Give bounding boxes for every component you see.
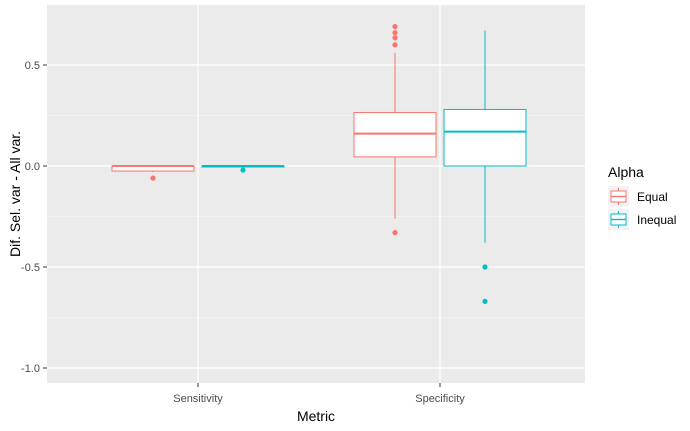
y-tick-label: -0.5 [21,262,40,274]
outlier-point [482,298,488,304]
legend-label: Equal [637,190,668,204]
legend-keys: Equal Inequal [608,186,676,230]
legend-label: Inequal [637,213,676,227]
box-inequal-specificity [443,30,527,304]
y-tick-label: 0.0 [25,161,40,173]
x-tick-label: Sensitivity [173,393,223,405]
x-axis: Sensitivity Specificity [173,383,465,405]
box-equal-sensitivity [111,165,195,181]
boxplots [111,24,527,304]
x-tick-label: Specificity [415,393,465,405]
legend-title: Alpha [608,164,644,180]
outlier-point [392,30,398,36]
legend-item-inequal: Inequal [608,209,676,230]
outlier-point [392,42,398,48]
y-tick-label: -1.0 [21,363,40,375]
y-axis: 0.5 0.0 -0.5 -1.0 [21,60,47,375]
y-tick-label: 0.5 [25,60,40,72]
box [443,108,527,167]
outlier-point [392,230,398,236]
outlier-point [240,167,246,173]
x-axis-title: Metric [297,408,335,424]
box [353,111,437,158]
outlier-point [392,35,398,41]
outlier-point [392,24,398,30]
legend: Alpha Equal Inequal [608,164,676,230]
outlier-point [150,175,156,181]
legend-item-equal: Equal [608,186,668,207]
plot-panel [47,5,585,383]
outlier-point [482,264,488,270]
box-equal-specificity [353,24,437,236]
box-inequal-sensitivity [201,165,285,173]
y-axis-title: Dif. Sel. var - All var. [7,131,23,257]
